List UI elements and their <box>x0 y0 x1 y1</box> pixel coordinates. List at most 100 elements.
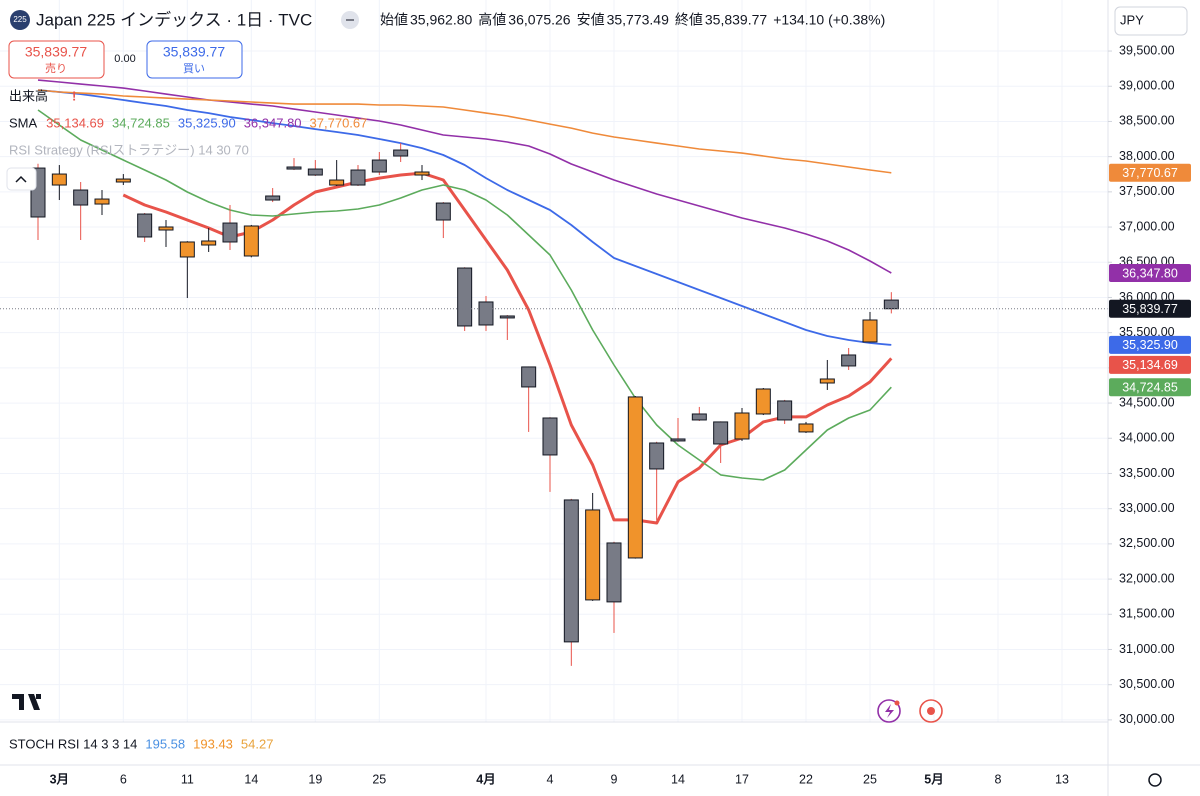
candle-body <box>393 149 409 157</box>
y-tick-label: 39,000.00 <box>1119 79 1175 93</box>
symbol-icon-text: 225 <box>13 15 27 24</box>
ohlc-text: 35,839.77 <box>705 12 767 28</box>
collapse-icon <box>15 175 27 183</box>
ohlc-text: 高値 <box>478 12 506 28</box>
y-tick-label: 39,500.00 <box>1119 43 1175 57</box>
ohlc-text: 36,075.26 <box>508 12 570 28</box>
x-tick-label: 17 <box>735 772 749 786</box>
candle-body <box>713 421 729 445</box>
price-tag <box>1109 355 1191 374</box>
candle-body <box>734 412 750 440</box>
y-tick-label: 37,000.00 <box>1119 219 1175 233</box>
candle-body <box>329 179 345 186</box>
stoch-legend: STOCH RSI 14 3 3 14 195.58 193.43 54.27 <box>9 736 273 751</box>
time-axis: 3月 6 11 14 19 25 4月 4 9 14 17 22 25 5月 8 13 <box>50 772 1069 786</box>
y-tick-label: 31,000.00 <box>1119 642 1175 656</box>
x-tick-label: 25 <box>863 772 877 786</box>
currency-button[interactable] <box>1114 6 1188 36</box>
price-tag-label: 36,347.80 <box>1122 266 1178 280</box>
sell-price: 35,839.77 <box>25 44 87 60</box>
symbol-title[interactable]: Japan 225 インデックス · 1日 · TVC <box>36 9 312 29</box>
stoch-value: 54.27 <box>241 736 274 751</box>
volume-label: 出来高 <box>9 88 48 103</box>
candle-body <box>435 202 451 221</box>
price-tag-label: 34,724.85 <box>1122 381 1178 395</box>
x-tick-label: 4 <box>547 772 554 786</box>
candle-body <box>286 166 302 170</box>
candle-body <box>457 267 473 327</box>
price-tag-label: 35,134.69 <box>1122 358 1178 372</box>
candle-body <box>201 240 217 246</box>
record-button[interactable] <box>919 699 943 723</box>
x-tick-label: 3月 <box>50 772 69 786</box>
legend-label: SMA <box>9 115 38 130</box>
y-tick-label: 30,000.00 <box>1119 712 1175 726</box>
tv-logo <box>12 694 41 710</box>
candle-body <box>51 173 67 186</box>
sma-line <box>37 79 892 274</box>
candle-body <box>499 315 515 319</box>
candle-body <box>73 189 89 206</box>
candle-body <box>563 499 579 643</box>
candle-body <box>798 423 814 433</box>
candle-body <box>777 400 793 421</box>
candle-body <box>883 299 899 310</box>
x-tick-label: 8 <box>995 772 1002 786</box>
candle-body <box>307 168 323 176</box>
candle-body <box>819 378 835 384</box>
alerts-button[interactable] <box>877 699 901 723</box>
price-tag <box>1109 263 1191 282</box>
x-tick-label: 9 <box>611 772 618 786</box>
legend: SMA 35,134.69 34,724.85 35,325.90 36,347.80 3… <box>9 115 367 130</box>
candle-body <box>755 388 771 415</box>
candle-body <box>243 225 259 257</box>
price-tag-label: 35,839.77 <box>1122 302 1178 316</box>
candle-body <box>542 417 558 456</box>
ohlc-text: 安値 <box>577 12 605 28</box>
ohlc-text: 始値 <box>380 12 408 28</box>
y-tick-label: 35,500.00 <box>1119 325 1175 339</box>
y-tick-label: 33,000.00 <box>1119 501 1175 515</box>
strategy-label: RSI Strategy (RSIストラテジー) 14 30 70 <box>9 142 249 157</box>
ohlc-text: 35,962.80 <box>410 12 472 28</box>
y-tick-label: 38,500.00 <box>1119 114 1175 128</box>
sma-line <box>37 109 892 481</box>
candle-body <box>115 178 131 183</box>
collapse-button[interactable] <box>6 167 37 191</box>
candle-body <box>265 195 281 201</box>
candle-body <box>350 169 366 186</box>
currency: JPY <box>1120 12 1144 27</box>
ohlc-text: 終値 <box>675 12 703 28</box>
record-icon <box>927 707 935 715</box>
sell-button[interactable] <box>8 40 105 79</box>
candle-body <box>179 241 195 258</box>
x-tick-label: 25 <box>372 772 386 786</box>
y-tick-label: 30,500.00 <box>1119 677 1175 691</box>
y-tick-label: 33,500.00 <box>1119 466 1175 480</box>
sell-label: 売り <box>45 62 67 75</box>
candle-body <box>414 171 430 176</box>
buy-label: 買い <box>183 62 205 75</box>
y-tick-label: 34,500.00 <box>1119 395 1175 409</box>
candle-body <box>606 542 622 603</box>
legend-value: 36,347.80 <box>244 115 302 130</box>
candle-body <box>627 396 643 559</box>
ohlc-header: 始値 35,962.80 高値 36,075.26 安値 35,773.49 終値 35,83… <box>380 12 885 28</box>
ohlc-text: 35,773.49 <box>607 12 669 28</box>
sma-line <box>37 89 892 174</box>
legend-value: 34,724.85 <box>112 115 170 130</box>
candle-body <box>222 222 238 243</box>
x-tick-label: 13 <box>1055 772 1069 786</box>
buy-button[interactable] <box>146 40 243 79</box>
buy-price: 35,839.77 <box>163 44 225 60</box>
price-axis: 39,500.00 39,000.00 38,500.00 38,000.00 37,5… <box>1108 43 1191 726</box>
candle-body <box>158 226 174 231</box>
x-tick-label: 6 <box>120 772 127 786</box>
symbol-icon <box>10 10 30 30</box>
y-tick-label: 37,500.00 <box>1119 184 1175 198</box>
settings-button[interactable] <box>1148 773 1162 787</box>
spread: 0.00 <box>114 53 135 65</box>
